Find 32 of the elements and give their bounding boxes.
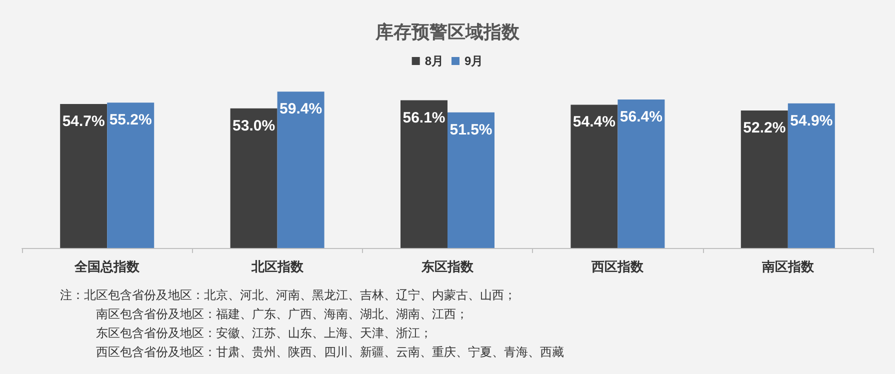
bar — [448, 112, 494, 248]
bar — [570, 104, 618, 248]
data-label: 52.2% — [743, 120, 786, 137]
bar — [618, 99, 665, 248]
text: 南区包含省份及地区：福建、广东、广西、海南、湖北、湖南、江西； — [95, 306, 469, 323]
text: 西区包含省份及地区：甘肃、贵州、陕西、四川、新疆、云南、重庆、宁夏、青海、西藏 — [95, 344, 564, 361]
data-label: 53.0% — [232, 117, 276, 134]
bar — [277, 92, 324, 248]
legend-label: 9月 — [464, 54, 484, 68]
legend-label: 8月 — [424, 54, 444, 68]
bar — [230, 108, 278, 248]
x-tick-label: 东区指数 — [420, 259, 474, 274]
data-label: 59.4% — [280, 100, 322, 118]
chart-title: 库存预警区域指数 — [374, 22, 520, 42]
bar — [740, 110, 788, 248]
text: 注：北区包含省份及地区：北京、河北、河南、黑龙江、吉林、辽宁、内蒙古、山西； — [60, 287, 517, 304]
x-tick-label: 北区指数 — [250, 259, 304, 274]
data-label: 55.2% — [109, 112, 152, 129]
data-label: 54.4% — [572, 114, 616, 131]
x-tick-label: 南区指数 — [760, 259, 815, 274]
bar — [400, 100, 448, 248]
data-label: 51.5% — [450, 121, 492, 138]
data-label: 54.7% — [62, 112, 105, 130]
bar — [107, 102, 154, 248]
data-label: 56.4% — [620, 108, 662, 126]
bar — [788, 103, 835, 248]
bar — [60, 104, 108, 248]
text: 东区包含省份及地区：安徽、江苏、山东、上海、天津、浙江； — [95, 325, 433, 342]
data-label: 54.9% — [790, 112, 833, 130]
data-label: 56.1% — [402, 109, 446, 126]
x-tick-label: 西区指数 — [590, 259, 645, 274]
x-tick-label: 全国总指数 — [74, 259, 141, 274]
